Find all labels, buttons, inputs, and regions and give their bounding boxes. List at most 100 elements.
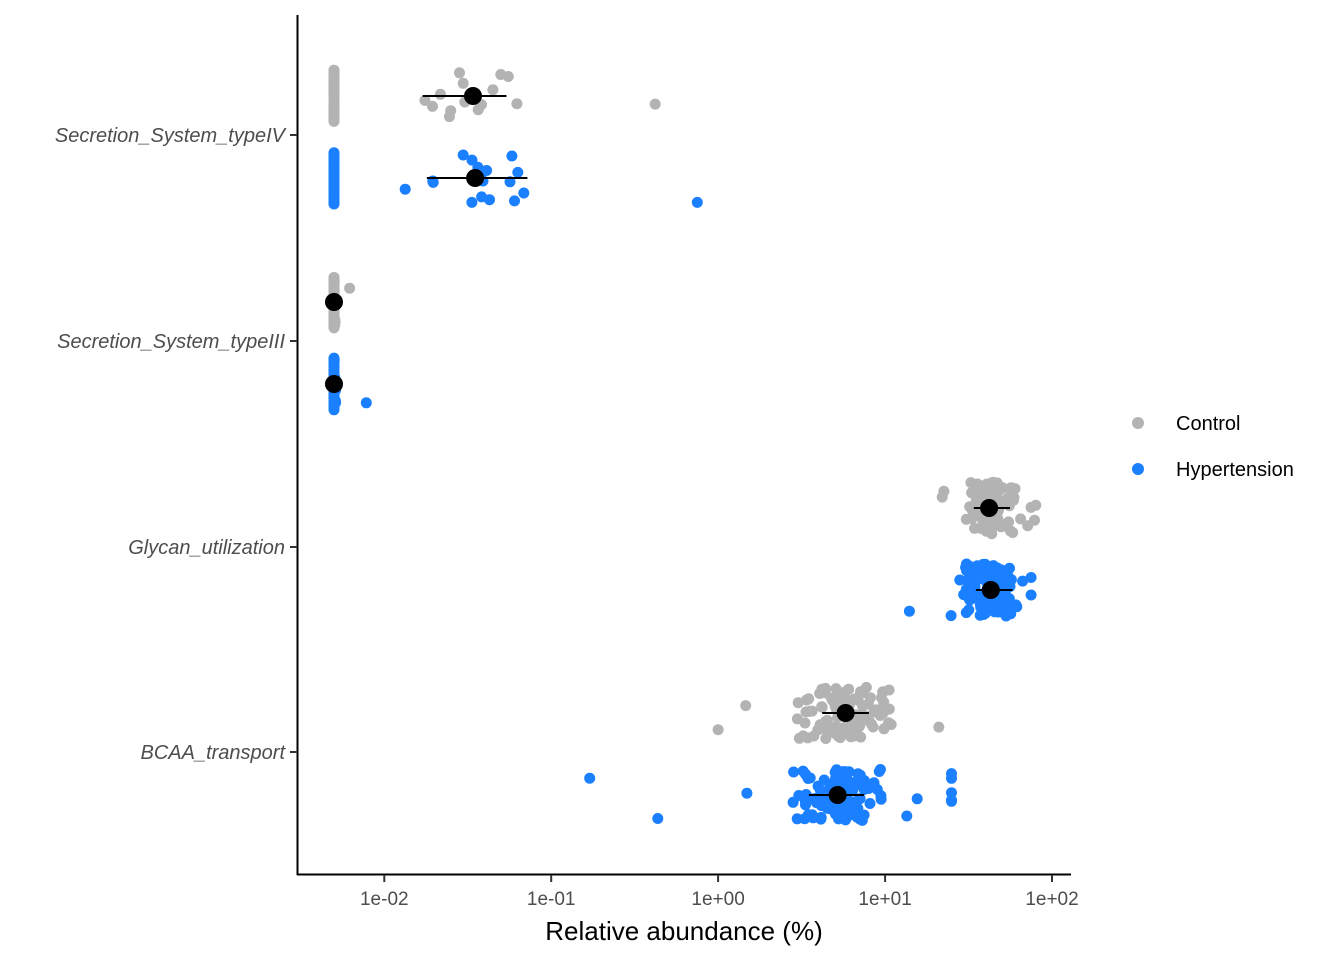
data-point-control xyxy=(814,688,826,699)
mean-point-control xyxy=(325,293,343,311)
data-point-hypertension xyxy=(812,780,824,792)
data-point-hypertension xyxy=(328,151,340,163)
data-point-hypertension xyxy=(831,764,843,776)
data-point-hypertension xyxy=(1004,598,1016,610)
data-point-hypertension xyxy=(849,796,861,808)
data-point-control xyxy=(712,724,724,736)
data-point-hypertension xyxy=(960,607,972,619)
data-point-control xyxy=(434,88,446,100)
data-point-hypertension xyxy=(328,194,340,205)
data-point-control xyxy=(502,71,514,82)
mean-point-hypertension xyxy=(325,375,343,393)
data-point-hypertension xyxy=(976,601,988,613)
data-point-hypertension xyxy=(466,196,478,208)
data-point-hypertension xyxy=(995,564,1007,576)
data-point-control xyxy=(792,697,804,709)
data-point-control xyxy=(791,713,803,725)
data-point-control xyxy=(443,111,455,123)
data-point-hypertension xyxy=(328,401,340,413)
data-point-control xyxy=(991,477,1003,489)
data-point-control xyxy=(419,94,431,106)
data-point-control xyxy=(806,705,818,717)
data-point-hypertension xyxy=(360,397,372,409)
data-point-control xyxy=(883,703,895,715)
data-point-hypertension xyxy=(1017,575,1029,587)
data-point-control xyxy=(933,721,945,733)
data-point-hypertension xyxy=(584,772,596,784)
data-point-hypertension xyxy=(960,583,972,595)
data-point-hypertension xyxy=(504,176,516,188)
x-tick-label: 1e-02 xyxy=(360,889,409,910)
data-point-hypertension xyxy=(652,813,664,824)
category-label: Secretion_System_typeIII xyxy=(57,331,285,353)
data-point-control xyxy=(328,82,340,94)
data-point-control xyxy=(874,710,886,721)
legend: Control Hypertension xyxy=(1132,413,1294,481)
data-point-control xyxy=(866,718,877,730)
data-point-control xyxy=(1029,514,1040,526)
data-point-hypertension xyxy=(988,600,1000,612)
data-point-hypertension xyxy=(328,161,340,173)
data-point-control xyxy=(1009,483,1021,495)
data-point-hypertension xyxy=(901,810,913,822)
data-point-hypertension xyxy=(481,165,493,176)
data-point-control xyxy=(843,695,855,707)
data-point-control xyxy=(328,95,340,107)
data-point-control xyxy=(834,690,846,702)
mean-point-hypertension xyxy=(981,581,1000,599)
x-tick-label: 1e-01 xyxy=(527,889,576,910)
data-point-hypertension xyxy=(1025,572,1037,583)
x-tick-label: 1e+00 xyxy=(691,889,744,910)
data-point-control xyxy=(878,723,890,735)
data-point-control xyxy=(966,513,978,524)
data-point-hypertension xyxy=(506,150,518,162)
data-point-control xyxy=(1003,500,1015,512)
axes-layer xyxy=(296,15,1071,876)
data-point-control xyxy=(1025,501,1037,513)
data-point-hypertension xyxy=(797,765,809,777)
data-point-hypertension xyxy=(509,195,520,207)
data-point-control xyxy=(328,322,340,334)
data-point-hypertension xyxy=(842,810,854,822)
data-point-control xyxy=(843,725,855,737)
category-label: Secretion_System_typeIV xyxy=(55,125,287,147)
summary-layer xyxy=(325,87,1013,804)
data-point-hypertension xyxy=(806,809,818,821)
data-point-hypertension xyxy=(805,793,817,805)
data-point-hypertension xyxy=(1000,610,1012,622)
data-point-control xyxy=(969,522,980,534)
data-point-hypertension xyxy=(830,808,841,820)
data-point-hypertension xyxy=(946,768,957,780)
data-point-control xyxy=(996,518,1008,530)
mean-point-hypertension xyxy=(828,786,847,804)
data-point-hypertension xyxy=(476,191,488,203)
data-point-hypertension xyxy=(864,798,876,809)
data-point-hypertension xyxy=(829,777,841,789)
data-point-hypertension xyxy=(838,773,850,785)
data-point-hypertension xyxy=(871,784,883,795)
data-point-hypertension xyxy=(1005,574,1017,586)
ticks-layer: 1e-02 1e-01 1e+00 1e+01 1e+02 Secretion_Syste… xyxy=(55,125,1079,910)
data-point-control xyxy=(820,733,832,744)
category-label: Glycan_utilization xyxy=(128,537,285,559)
data-point-hypertension xyxy=(990,573,1002,585)
data-point-hypertension xyxy=(911,793,923,805)
data-point-hypertension xyxy=(457,149,469,161)
data-point-hypertension xyxy=(854,769,866,781)
data-point-hypertension xyxy=(851,811,863,823)
legend-label-control: Control xyxy=(1176,413,1240,435)
x-tick-label: 1e+02 xyxy=(1025,889,1078,910)
data-point-control xyxy=(1005,491,1017,503)
data-point-hypertension xyxy=(518,187,530,199)
data-point-hypertension xyxy=(967,592,979,604)
data-point-hypertension xyxy=(328,176,340,188)
mean-point-hypertension xyxy=(466,169,485,187)
data-point-hypertension xyxy=(512,166,524,178)
data-point-control xyxy=(986,515,998,527)
data-point-control xyxy=(328,70,340,82)
data-point-control xyxy=(454,67,465,79)
legend-key-hypertension xyxy=(1132,463,1144,475)
data-point-hypertension xyxy=(946,787,957,799)
data-point-control xyxy=(979,480,991,492)
